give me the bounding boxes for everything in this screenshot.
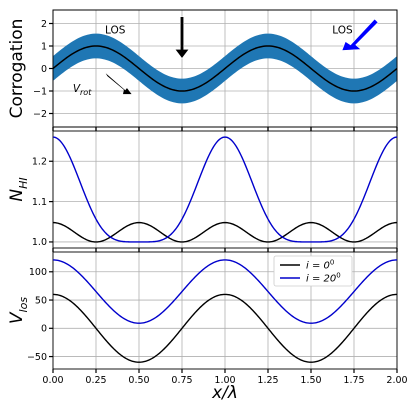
los-arrow-inclined xyxy=(341,18,379,51)
series-line-i20 xyxy=(52,136,398,243)
y-tick-label: 1.0 xyxy=(32,237,47,248)
corrogation-panel: −2 −1 0 1 2 LOS LOS Vrot Corrogation xyxy=(7,9,398,131)
x-tick-label: 0.75 xyxy=(171,375,192,386)
vrot-label-sub: rot xyxy=(80,88,92,97)
y-axis-label-main: Corrogation xyxy=(7,19,27,119)
x-tick-label: 1.25 xyxy=(257,375,278,386)
x-tick-label: 0.50 xyxy=(128,375,149,386)
corrugation-line xyxy=(52,45,398,92)
y-axis-label-main: V xyxy=(7,311,27,324)
y-tick-label: 100 xyxy=(29,267,47,278)
vrot-arrow xyxy=(104,71,133,95)
y-tick-label: −2 xyxy=(33,109,47,120)
y-axis-label-main: N xyxy=(7,189,27,202)
los-arrow-vertical xyxy=(174,16,190,59)
y-tick-label: 0 xyxy=(41,64,47,75)
axes-frame-overlay xyxy=(52,9,398,128)
y-tick-label: 1 xyxy=(41,41,47,52)
legend-label: i = 00 xyxy=(306,259,334,272)
series-line-i20 xyxy=(52,259,398,324)
los-label-vertical: LOS xyxy=(105,24,126,36)
los-label-inclined: LOS xyxy=(332,24,353,36)
legend-label-sup: 0 xyxy=(330,259,334,267)
y-axis-label-sub: HI xyxy=(17,177,30,189)
y-tick-label: 50 xyxy=(35,295,47,306)
x-tick-label: 0.25 xyxy=(85,375,106,386)
y-axis-label: NHI xyxy=(7,177,30,201)
velocity-panel: −50 0 50 100 0.00 0.25 0.50 0.75 1.00 1.25 1.50 1.7… xyxy=(7,251,408,403)
legend-label: i = 200 xyxy=(306,272,341,285)
y-tick-label: 0 xyxy=(41,324,47,335)
legend-label-main: i = 0 xyxy=(306,261,330,272)
y-tick-label: −1 xyxy=(33,86,47,97)
y-tick-label: 2 xyxy=(41,19,47,30)
legend-label-main: i = 20 xyxy=(306,274,336,285)
x-tick-label: 1.75 xyxy=(343,375,364,386)
y-axis-label: Vlos xyxy=(7,297,30,324)
y-tick-label: −50 xyxy=(27,352,47,363)
legend-label-sup: 0 xyxy=(336,272,340,280)
y-axis-label: Corrogation xyxy=(7,19,27,119)
y-axis-label-sub: los xyxy=(17,297,30,313)
y-tick-label: 1.2 xyxy=(32,157,47,168)
x-tick-label: 1.50 xyxy=(300,375,321,386)
x-tick-label: 1.00 xyxy=(214,375,235,386)
x-axis-label: x/λ xyxy=(211,383,238,403)
x-tick-label: 2.00 xyxy=(386,375,407,386)
series-line-i0 xyxy=(52,293,398,363)
x-tick-label: 0.00 xyxy=(42,375,63,386)
vrot-label-main: V xyxy=(73,83,81,95)
y-tick-label: 1.1 xyxy=(32,197,47,208)
vrot-label: Vrot xyxy=(73,83,92,97)
